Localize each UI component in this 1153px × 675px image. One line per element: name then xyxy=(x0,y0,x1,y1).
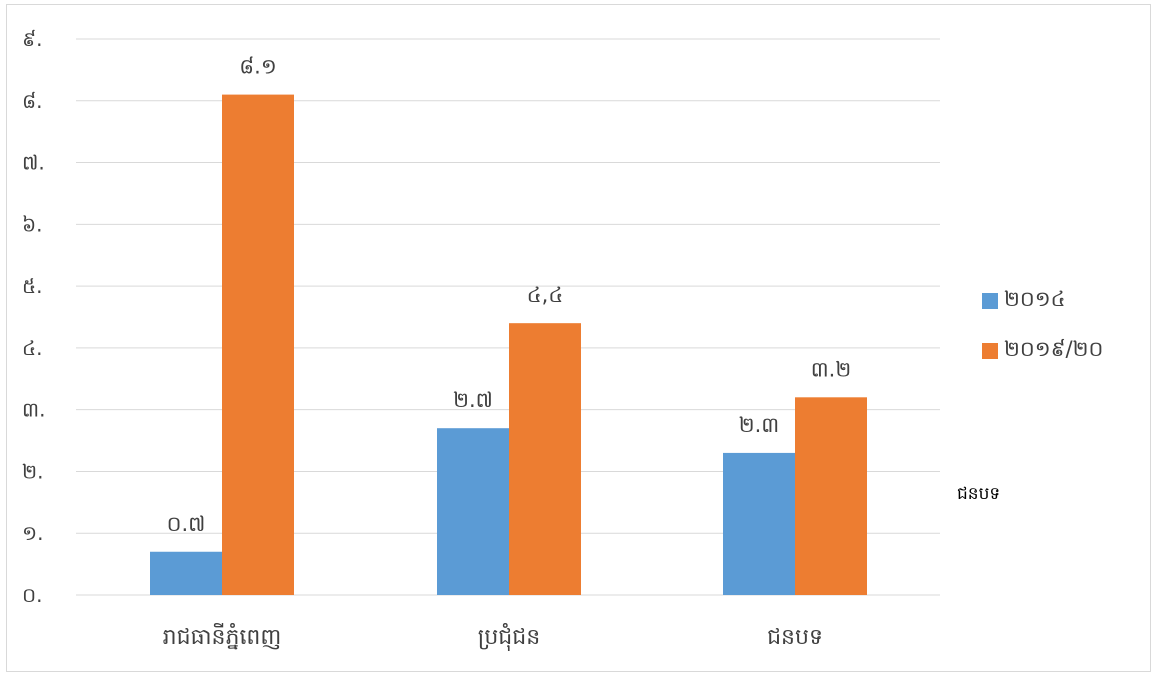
data-label-series-2-category-1: ៨.១ xyxy=(239,55,276,79)
bar-series-1-category-3 xyxy=(723,452,795,595)
y-tick-label: ៧. xyxy=(22,151,45,175)
data-label-series-1-category-1: ០.៧ xyxy=(167,512,206,536)
bar-series-1-category-2 xyxy=(437,428,509,595)
y-tick-label: ៣. xyxy=(22,398,45,422)
x-category-label: ជនបទ xyxy=(767,625,823,650)
data-labels: ០.៧ ៨.១២.៧ ៤,៤២.៣ ៣.២ xyxy=(167,55,852,536)
y-axis-ticks: ០. ១. ២. ៣. ៤. ៥. ៦. ៧. ៨. ៩. xyxy=(22,27,45,607)
legend-label-series-1: ២០១៤ xyxy=(1004,286,1066,311)
y-tick-label: ៥. xyxy=(22,274,43,298)
bar-series-2-category-3 xyxy=(795,397,867,595)
y-tick-label: ៦. xyxy=(22,212,43,236)
legend-swatch-series-1 xyxy=(982,293,998,309)
data-label-series-2-category-3: ៣.២ xyxy=(811,357,852,381)
legend-label-series-2: ២០១៩/២០ xyxy=(1004,336,1104,361)
y-tick-label: ៤. xyxy=(22,336,43,360)
bar-series-1-category-1 xyxy=(150,551,222,595)
legend: ២០១៤ ២០១៩/២០ xyxy=(982,287,1142,387)
data-label-series-1-category-3: ២.៣ xyxy=(739,413,780,437)
data-label-series-2-category-2: ៤,៤ xyxy=(527,283,563,307)
x-category-label: ប្រជុំជន xyxy=(478,623,540,651)
legend-swatch-series-2 xyxy=(982,343,998,359)
y-tick-label: ២. xyxy=(22,459,44,483)
y-tick-label: ០. xyxy=(22,583,43,607)
legend-item-series-1: ២០១៤ xyxy=(982,287,1142,315)
y-tick-label: ៩. xyxy=(22,27,43,51)
bars xyxy=(150,94,867,595)
bar-series-2-category-2 xyxy=(509,323,581,595)
x-axis-categories: រាជធានីភ្នំពេញ ប្រជុំជន ជនបទ xyxy=(163,623,823,651)
y-tick-label: ១. xyxy=(22,521,44,545)
x-category-label: រាជធានីភ្នំពេញ xyxy=(163,623,282,650)
legend-item-series-2: ២០១៩/២០ xyxy=(982,337,1142,365)
y-tick-label: ៨. xyxy=(22,89,43,113)
data-label-series-1-category-2: ២.៧ xyxy=(453,388,493,412)
stray-text-label: ជនបទ xyxy=(957,484,1001,504)
bar-series-2-category-1 xyxy=(222,94,294,595)
